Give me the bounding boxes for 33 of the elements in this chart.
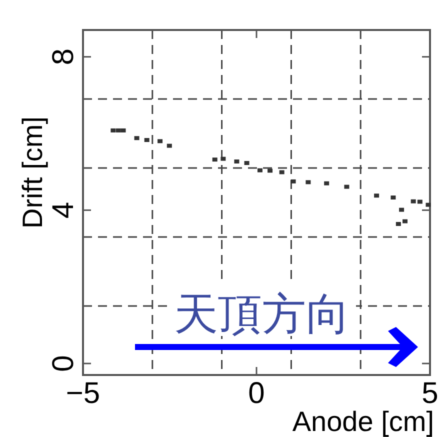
point — [410, 199, 416, 204]
point — [390, 196, 396, 200]
point — [402, 219, 408, 224]
point — [374, 194, 380, 198]
point — [344, 184, 350, 189]
y-tick-label: 4 — [47, 202, 80, 219]
point — [220, 156, 226, 161]
point — [426, 202, 431, 207]
point — [257, 168, 262, 172]
point — [166, 144, 172, 148]
point — [244, 161, 250, 166]
point — [306, 180, 311, 184]
point — [268, 168, 273, 173]
x-tick-label: 0 — [248, 377, 265, 410]
point — [116, 128, 121, 132]
point — [290, 179, 296, 184]
point — [212, 158, 218, 162]
point — [396, 222, 401, 226]
point — [324, 181, 330, 186]
y-axis-title: Drift [cm] — [17, 116, 48, 228]
point — [110, 128, 116, 132]
y-tick-label: 0 — [47, 355, 80, 372]
point — [134, 136, 140, 140]
x-tick-label: −5 — [66, 377, 100, 410]
point — [234, 159, 240, 164]
point — [144, 138, 150, 142]
point — [399, 208, 404, 212]
point — [279, 170, 284, 174]
point — [158, 139, 163, 144]
point — [417, 200, 422, 204]
y-tick-label: 8 — [47, 48, 80, 66]
annotation: 天頂方向 — [174, 290, 350, 339]
point — [120, 128, 126, 132]
